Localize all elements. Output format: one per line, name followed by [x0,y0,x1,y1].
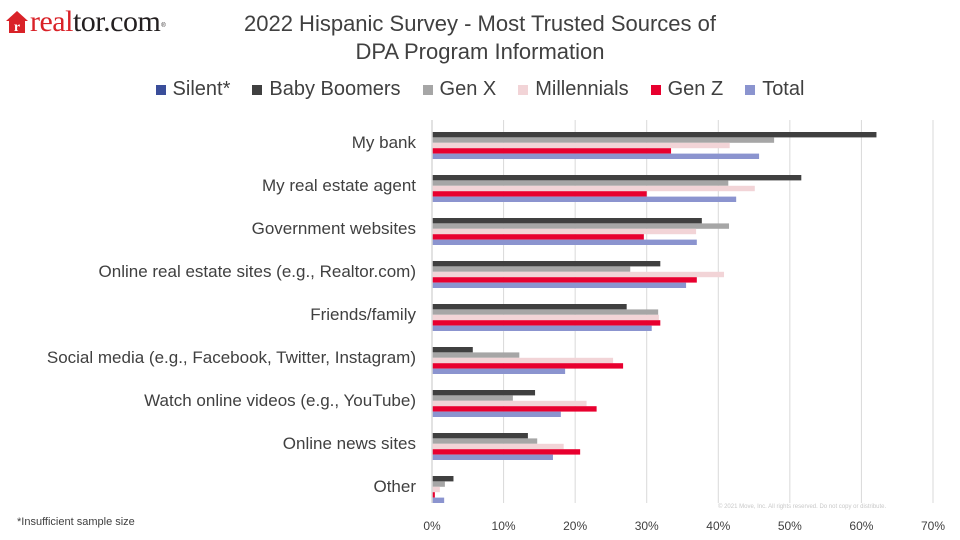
bar-total-social-media-e-g-facebook-twitter-instagram [432,368,566,374]
bar-gen-z-social-media-e-g-facebook-twitter-instagram [432,363,624,369]
logo-wordmark: realtor.com [30,5,161,38]
bar-baby-boomers-other [432,476,454,482]
bar-millennials-online-real-estate-sites-e-g-realtor-com [432,271,725,278]
bar-total-my-real-estate-agent [432,196,737,202]
bar-millennials-friends-family [432,314,659,321]
bar-total-watch-online-videos-e-g-youtube [432,411,561,417]
bar-millennials-other [432,486,440,493]
category-label-my-bank: My bank [352,133,417,152]
bar-gen-x-social-media-e-g-facebook-twitter-instagram [432,352,520,358]
legend-swatch [518,84,529,95]
bar-total-other [432,497,445,503]
house-icon: r [6,11,28,34]
bar-baby-boomers-online-real-estate-sites-e-g-realtor-com [432,261,661,267]
logo-house-letter: r [14,20,20,34]
registered-mark: ® [161,23,166,29]
bar-gen-z-online-news-sites [432,449,581,455]
bar-gen-z-government-websites [432,234,644,240]
bar-baby-boomers-watch-online-videos-e-g-youtube [432,390,536,396]
legend-swatch [422,84,433,95]
bar-gen-x-watch-online-videos-e-g-youtube [432,395,513,401]
bar-baby-boomers-friends-family [432,304,627,310]
bar-gen-x-other [432,481,445,487]
bar-gen-z-friends-family [432,320,661,326]
x-tick-label: 20% [563,519,587,533]
realtor-logo: r realtor.com ® [6,5,166,39]
bar-gen-x-my-real-estate-agent [432,180,729,186]
legend-swatch [650,84,661,95]
category-label-social-media-e-g-facebook-twitter-instagram: Social media (e.g., Facebook, Twitter, I… [47,348,416,367]
legend-item-millennials: Millennials [518,78,629,101]
bar-total-online-real-estate-sites-e-g-realtor-com [432,282,687,288]
bar-millennials-my-bank [432,142,730,149]
bar-total-government-websites [432,239,697,245]
legend-label: Gen Z [667,78,724,100]
category-label-online-news-sites: Online news sites [283,434,416,453]
legend-label: Millennials [535,78,629,100]
legend-label: Gen X [439,78,497,100]
bar-baby-boomers-my-real-estate-agent [432,175,802,181]
bar-gen-x-my-bank [432,137,775,143]
bar-gen-x-friends-family [432,309,659,315]
legend-item-silent: Silent* [155,78,231,101]
x-tick-label: 40% [706,519,730,533]
legend-swatch [155,84,166,95]
x-tick-label: 0% [423,519,441,533]
bar-gen-z-watch-online-videos-e-g-youtube [432,406,597,412]
legend-swatch [252,84,263,95]
bar-gen-x-online-real-estate-sites-e-g-realtor-com [432,266,631,272]
bar-total-my-bank [432,153,760,159]
legend-label: Total [762,78,805,100]
x-tick-label: 60% [849,519,873,533]
chart-title-line-1: 2022 Hispanic Survey - Most Trusted Sour… [244,11,716,36]
chart-title-line-2: DPA Program Information [355,39,605,64]
copyright-watermark: © 2021 Move, Inc. All rights reserved. D… [718,504,887,510]
chart-legend: Silent* Baby Boomers Gen X Millennials Gen Z… [0,78,960,101]
x-tick-label: 50% [778,519,802,533]
bar-millennials-watch-online-videos-e-g-youtube [432,400,587,407]
legend-label: Baby Boomers [269,78,401,100]
logo-text-black: tor.com [72,5,161,38]
bar-gen-x-government-websites [432,223,730,229]
bar-gen-z-my-real-estate-agent [432,191,647,197]
legend-label: Silent* [172,78,231,100]
bar-millennials-social-media-e-g-facebook-twitter-instagram [432,357,614,364]
bar-gen-z-other [432,492,435,498]
category-label-other: Other [373,477,416,496]
legend-item-gen-x: Gen X [422,78,497,101]
bar-baby-boomers-my-bank [432,132,877,138]
bar-baby-boomers-government-websites [432,218,702,224]
logo-text-red: real [30,5,73,38]
category-label-watch-online-videos-e-g-youtube: Watch online videos (e.g., YouTube) [144,391,416,410]
x-tick-label: 10% [492,519,516,533]
category-label-online-real-estate-sites-e-g-realtor-com: Online real estate sites (e.g., Realtor.… [99,262,416,281]
bar-millennials-online-news-sites [432,443,564,450]
legend-swatch [745,84,756,95]
bar-gen-z-my-bank [432,148,672,154]
legend-item-gen-z: Gen Z [650,78,724,101]
category-label-my-real-estate-agent: My real estate agent [262,176,416,195]
bar-total-friends-family [432,325,652,331]
x-tick-label: 70% [921,519,945,533]
bar-millennials-my-real-estate-agent [432,185,755,192]
category-label-friends-family: Friends/family [310,305,416,324]
legend-item-total: Total [745,78,804,101]
bar-baby-boomers-social-media-e-g-facebook-twitter-instagram [432,347,473,353]
chart-title: 2022 Hispanic Survey - Most Trusted Sour… [200,10,760,66]
bar-millennials-government-websites [432,228,697,235]
bar-gen-x-online-news-sites [432,438,538,444]
bar-total-online-news-sites [432,454,553,460]
x-tick-label: 30% [635,519,659,533]
legend-item-baby-boomers: Baby Boomers [252,78,401,101]
category-label-government-websites: Government websites [252,219,416,238]
footnote: *Insufficient sample size [17,516,135,528]
bar-gen-z-online-real-estate-sites-e-g-realtor-com [432,277,697,283]
bar-baby-boomers-online-news-sites [432,433,528,439]
